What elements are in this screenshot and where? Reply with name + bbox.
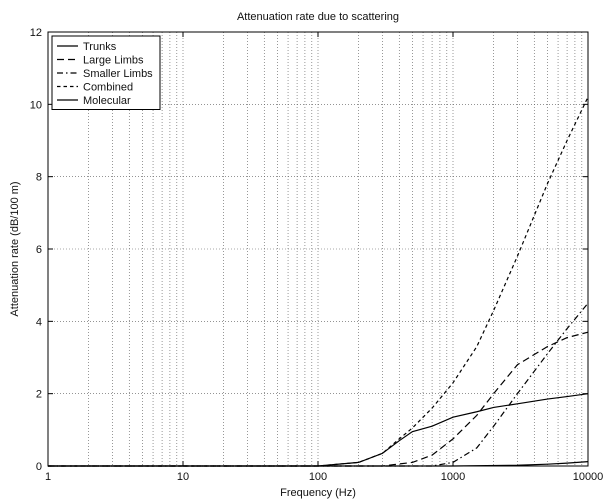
- y-tick-label: 0: [36, 461, 42, 473]
- axis-ticks: 1 10 100 1000 10000 0 2 4 6 8 10 12: [30, 27, 604, 483]
- y-tick-label: 8: [36, 172, 42, 184]
- y-tick-label: 6: [36, 244, 42, 256]
- legend-entry-label: Smaller Limbs: [83, 68, 153, 80]
- series-line-large-limbs: [48, 331, 589, 467]
- legend-entry-label: Large Limbs: [83, 55, 144, 67]
- y-tick-label: 4: [36, 316, 42, 328]
- series-line-smaller-limbs: [48, 302, 589, 467]
- x-tick-label: 1000: [441, 471, 465, 483]
- legend-entry-label: Molecular: [83, 95, 131, 107]
- y-tick-label: 2: [36, 389, 42, 401]
- x-tick-label: 10: [177, 471, 189, 483]
- legend-entry-label: Trunks: [83, 41, 117, 53]
- legend-box: [51, 35, 161, 110]
- chart-title: Attenuation rate due to scattering: [237, 11, 399, 23]
- series-line-combined: [48, 96, 589, 467]
- x-tick-label: 10000: [573, 471, 604, 483]
- x-tick-label: 1: [45, 471, 51, 483]
- legend-entry-label: Combined: [83, 82, 133, 94]
- x-tick-label: 100: [309, 471, 327, 483]
- y-axis-label: Attenuation rate (dB/100 m): [9, 181, 21, 316]
- x-axis-label: Frequency (Hz): [280, 487, 356, 499]
- y-tick-label: 12: [30, 27, 42, 39]
- y-tick-label: 10: [30, 99, 42, 111]
